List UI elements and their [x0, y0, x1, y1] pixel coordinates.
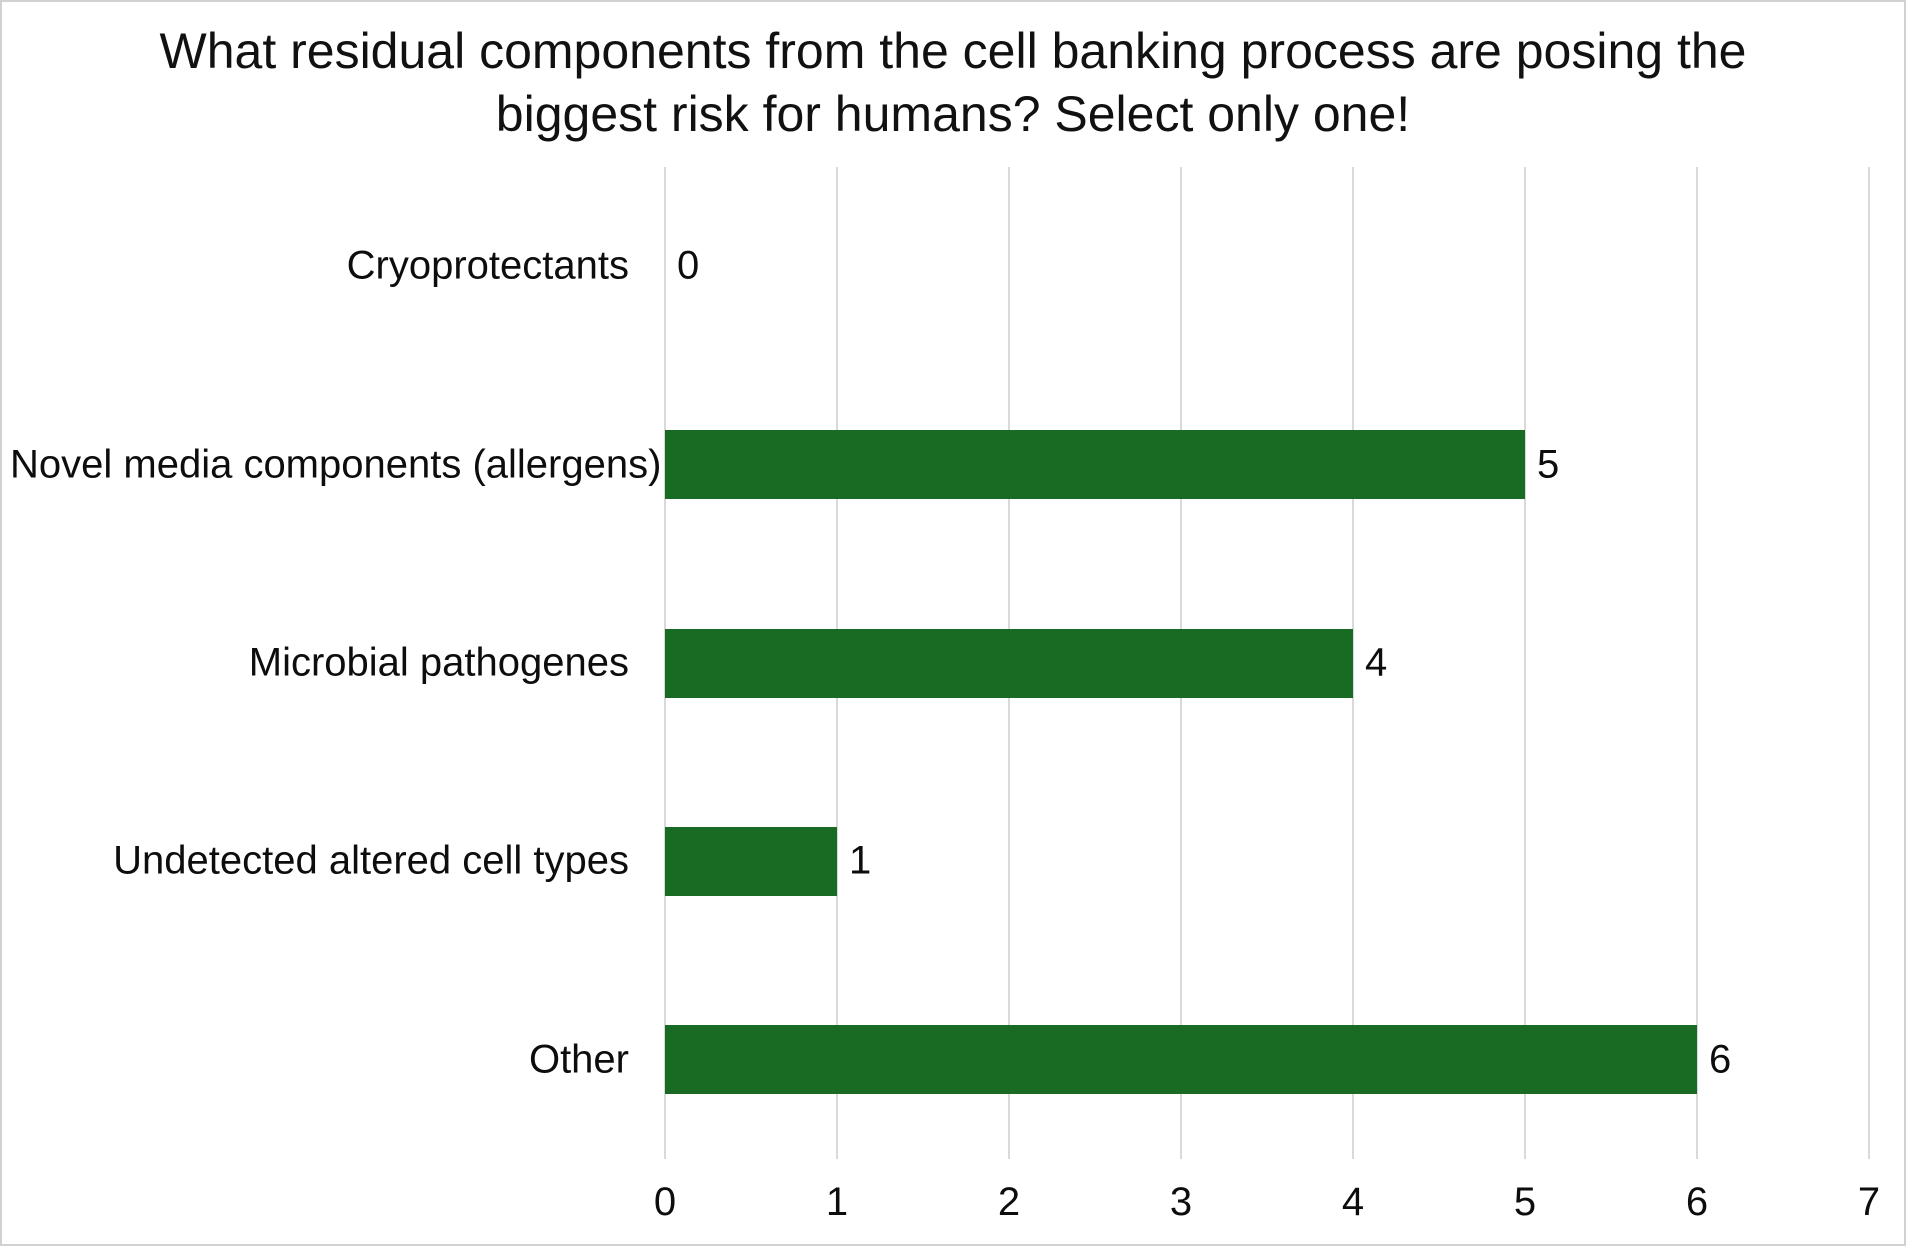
- bar-value-label: 1: [849, 838, 872, 883]
- category-label: Undetected altered cell types: [113, 838, 629, 883]
- bar-undetected-altered-cell-types: [665, 826, 837, 896]
- bar-other: [665, 1025, 1697, 1095]
- category-label: Cryoprotectants: [346, 243, 629, 288]
- chart-title-line-2: biggest risk for humans? Select only one…: [495, 86, 1411, 142]
- chart-title: What residual components from the cell b…: [2, 20, 1904, 146]
- category-label: Other: [528, 1037, 629, 1082]
- gridline: [1696, 167, 1698, 1159]
- x-tick-label: 2: [997, 1180, 1021, 1224]
- category-label: Microbial pathogenes: [248, 640, 629, 685]
- bar-value-label: 0: [677, 243, 700, 288]
- gridline: [1524, 167, 1526, 1159]
- x-tick-label: 0: [653, 1180, 677, 1224]
- x-tick-label: 6: [1685, 1180, 1709, 1224]
- gridline: [1352, 167, 1354, 1159]
- bar-value-label: 5: [1537, 442, 1560, 487]
- bar-novel-media-components-allergens: [665, 430, 1525, 500]
- bar-value-label: 4: [1365, 640, 1388, 685]
- x-tick-label: 1: [825, 1180, 849, 1224]
- x-tick-label: 7: [1857, 1180, 1881, 1224]
- plot-area: [664, 167, 1870, 1159]
- x-tick-label: 4: [1341, 1180, 1365, 1224]
- chart-title-line-1: What residual components from the cell b…: [159, 23, 1747, 79]
- bar-value-label: 6: [1709, 1037, 1732, 1082]
- gridline: [1868, 167, 1870, 1159]
- bar-microbial-pathogenes: [665, 628, 1353, 698]
- category-label: Novel media components (allergens): [10, 442, 662, 487]
- x-tick-label: 3: [1169, 1180, 1193, 1224]
- x-tick-label: 5: [1513, 1180, 1537, 1224]
